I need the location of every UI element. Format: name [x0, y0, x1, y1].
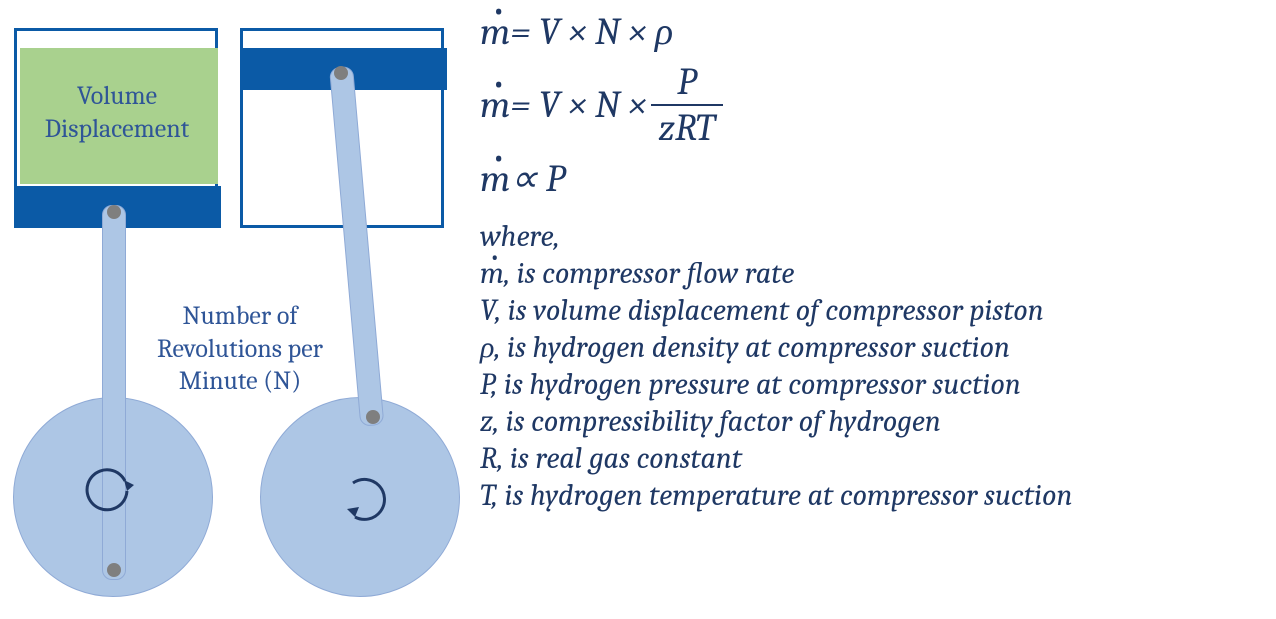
equations-area: m = V × N × ρ m = V × N × P zRT m ∝ P wh… — [480, 10, 1260, 515]
rpm-label: Number of Revolutions per Minute (N) — [130, 300, 350, 398]
right-pivot-top — [334, 66, 348, 80]
fraction-numerator: P — [669, 60, 704, 104]
definitions-block: where, m, is compressor flow rate V, is … — [480, 219, 1260, 513]
right-pivot-bottom — [366, 410, 380, 424]
mdot-symbol: m — [480, 256, 504, 291]
def-m: m, is compressor flow rate — [480, 256, 1260, 291]
mdot-symbol: m — [480, 83, 510, 127]
equation-2: m = V × N × P zRT — [480, 60, 1260, 150]
right-rotation-arrow — [335, 467, 395, 527]
equation-1: m = V × N × ρ — [480, 10, 1260, 54]
def-V: V, is volume displacement of compressor … — [480, 293, 1260, 328]
eq2-mid: = V × N × — [510, 83, 646, 127]
left-pivot-top — [107, 205, 121, 219]
def-T: T, is hydrogen temperature at compressor… — [480, 478, 1260, 513]
def-P: P, is hydrogen pressure at compressor su… — [480, 367, 1260, 402]
eq3-rhs: ∝ P — [510, 156, 565, 201]
eq1-rhs: = V × N × ρ — [510, 10, 673, 54]
def-R: R, is real gas constant — [480, 441, 1260, 476]
piston-diagram-area: Volume Displacement Number of Revolution… — [0, 0, 480, 619]
mdot-symbol: m — [480, 10, 510, 54]
fraction: P zRT — [651, 60, 723, 150]
fraction-denominator: zRT — [651, 104, 723, 150]
def-z: z, is compressibility factor of hydrogen — [480, 404, 1260, 439]
left-pivot-bottom — [107, 563, 121, 577]
def-where: where, — [480, 219, 1260, 254]
left-rotation-arrow — [83, 467, 143, 527]
equation-3: m ∝ P — [480, 156, 1260, 201]
mdot-symbol: m — [480, 157, 510, 201]
volume-label: Volume Displacement — [38, 80, 196, 145]
def-rho: ρ, is hydrogen density at compressor suc… — [480, 330, 1260, 365]
